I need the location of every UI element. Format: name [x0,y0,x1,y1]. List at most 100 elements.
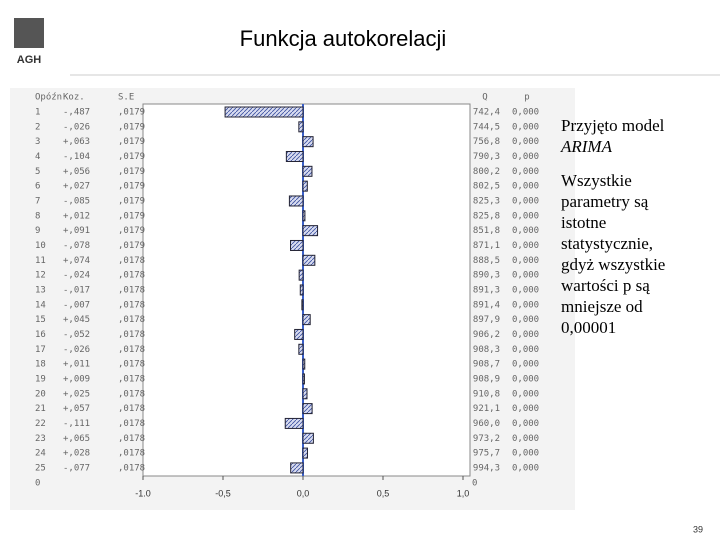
p-label: 0,000 [512,108,539,118]
coef-label: +,056 [63,167,90,177]
lag-label: 25 [35,463,46,473]
q-label: 908,7 [473,360,500,370]
column-header: Koz. [63,93,85,103]
se-label: ,0178 [118,315,145,325]
column-header: Q [482,93,487,103]
p-label: 0,000 [512,241,539,251]
bar [301,299,304,311]
se-label: ,0178 [118,374,145,384]
q-label: 908,9 [473,374,500,384]
lag-label: 4 [35,152,40,162]
coef-label: -,104 [63,152,90,162]
se-label: ,0178 [118,434,145,444]
plot-area [142,103,471,477]
se-label: ,0179 [118,152,145,162]
coef-label: +,025 [63,389,90,399]
se-label: ,0178 [118,300,145,310]
q-label: 921,1 [473,404,500,414]
q-label: 891,3 [473,285,500,295]
p-label: 0,000 [512,419,539,429]
p-label: 0,000 [512,196,539,206]
bar [290,239,304,251]
lag-label: 3 [35,137,40,147]
bar [302,254,316,266]
q-label: 897,9 [473,315,500,325]
q-label: 975,7 [473,449,500,459]
lag-label: 16 [35,330,46,340]
se-label: ,0179 [118,211,145,221]
se-label: ,0178 [118,360,145,370]
bar [302,136,314,148]
p-label: 0,000 [512,152,539,162]
lag-label: 21 [35,404,46,414]
bar [302,314,311,326]
bar [302,373,305,385]
x-tick-label: 0,5 [377,488,390,498]
p-label: 0,000 [512,463,539,473]
q-label: 800,2 [473,167,500,177]
bar [288,195,304,207]
p-label: 0,000 [512,211,539,221]
x-tick-label: -0,5 [215,488,231,498]
se-label: ,0178 [118,271,145,281]
lag-label: 10 [35,241,46,251]
bar [302,358,306,370]
coef-label: +,027 [63,182,90,192]
coef-label: -,017 [63,285,90,295]
q-label: 908,3 [473,345,500,355]
q-label: 960,0 [473,419,500,429]
page-number: 39 [693,524,703,534]
coef-label: +,011 [63,360,90,370]
p-label: 0,000 [512,137,539,147]
coef-label: -,007 [63,300,90,310]
x-tick-label: -1.0 [135,488,151,498]
se-label: ,0179 [118,122,145,132]
p-label: 0,000 [512,389,539,399]
p-label: 0,000 [512,345,539,355]
bar [302,388,308,400]
coef-label: +,009 [63,374,90,384]
p-label: 0,000 [512,226,539,236]
bar [302,165,313,177]
x-tick-label: 1,0 [457,488,470,498]
lag-label: 6 [35,182,40,192]
p-label: 0,000 [512,167,539,177]
bar [298,269,304,281]
coef-label: -,077 [63,463,90,473]
lag-label: 14 [35,300,46,310]
coef-label: +,091 [63,226,90,236]
bar [294,328,304,340]
lag-label: 2 [35,122,40,132]
lag-label: 17 [35,345,46,355]
lag-label: 20 [35,389,46,399]
p-label: 0,000 [512,404,539,414]
p-label: 0,000 [512,315,539,325]
p-label: 0,000 [512,360,539,370]
p-label: 0,000 [512,434,539,444]
p-label: 0,000 [512,122,539,132]
column-header: p [524,93,529,103]
bar [302,225,319,237]
p-label: 0,000 [512,182,539,192]
lag-label: 22 [35,419,46,429]
p-label: 0,000 [512,256,539,266]
q-label: 888,5 [473,256,500,266]
lag-label: 12 [35,271,46,281]
se-label: ,0178 [118,285,145,295]
q-label: 891,4 [473,300,500,310]
coef-label: -,026 [63,345,90,355]
p-label: 0,000 [512,330,539,340]
column-header: Opóźn [35,92,62,103]
coef-label: -,078 [63,241,90,251]
q-label: 906,2 [473,330,500,340]
se-label: ,0178 [118,345,145,355]
coef-label: +,065 [63,434,90,444]
se-label: ,0178 [118,463,145,473]
bottom-label: 0 [472,479,477,489]
lag-label: 5 [35,167,40,177]
p-label: 0,000 [512,374,539,384]
coef-label: -,024 [63,271,90,281]
se-label: ,0179 [118,241,145,251]
column-header: S.E [118,93,134,103]
coef-label: -,111 [63,419,90,429]
